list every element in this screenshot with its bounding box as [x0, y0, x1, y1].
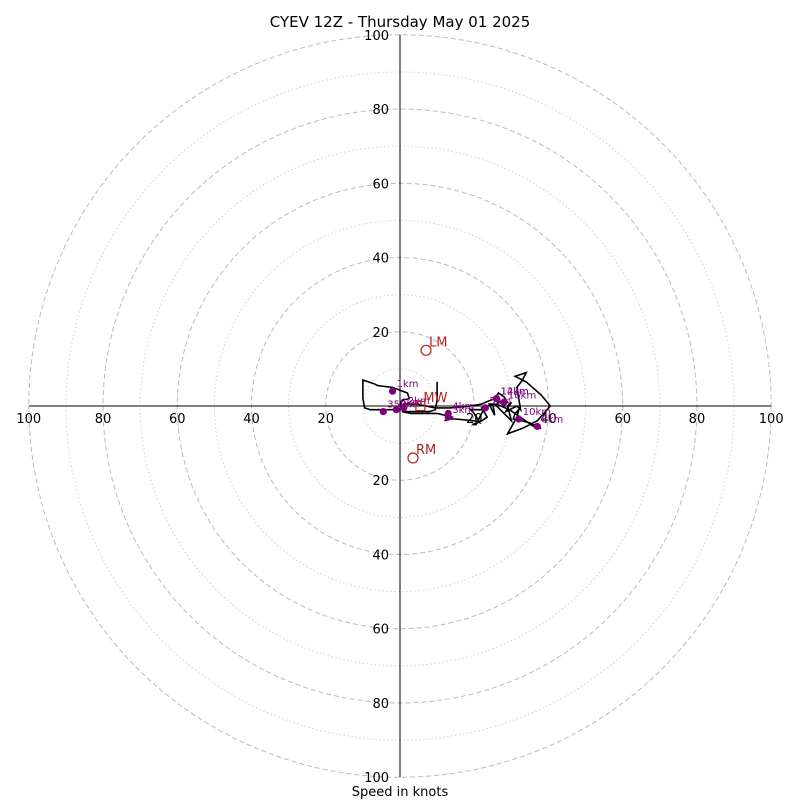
y-tick-label: 80: [372, 697, 389, 712]
height-point-4km: [444, 409, 452, 418]
marker-label-lm: LM: [429, 335, 447, 350]
x-tick-label: 80: [689, 412, 706, 427]
y-tick-label: 100: [364, 29, 389, 44]
x-axis-label: Speed in knots: [352, 785, 449, 800]
axis-tick-labels: 100 100 80 80 60 60 40 40 20 20 20 20 40 40 60 60 80 80 10…: [16, 29, 783, 786]
height-label-12km: 12km: [501, 387, 529, 398]
y-tick-label: 40: [372, 252, 389, 267]
x-tick-label: 20: [466, 412, 483, 427]
height-point-5km: [481, 404, 489, 412]
y-tick-label: 20: [372, 326, 389, 341]
x-tick-label: 100: [759, 412, 784, 427]
marker-rm: [407, 452, 419, 464]
height-label-16km: 16km: [508, 390, 536, 401]
y-tick-label: 100: [364, 771, 389, 786]
marker-lm: [420, 344, 432, 356]
y-tick-label: 80: [372, 103, 389, 118]
height-label-3km: 3km: [452, 405, 474, 416]
x-tick-label: 100: [16, 412, 41, 427]
hodograph-trace: [362, 371, 552, 436]
x-tick-label: 60: [169, 412, 186, 427]
height-label-5km: 5km: [489, 396, 511, 407]
height-point-8km: [533, 422, 541, 431]
marker-mw: [415, 400, 426, 412]
y-tick-label: 60: [372, 623, 389, 638]
chart-axes: [28, 34, 772, 778]
height-label-6km: 6km: [400, 398, 422, 409]
height-point-2km: [400, 404, 408, 412]
wind-profile-line: [362, 371, 552, 436]
y-tick-label: 60: [372, 177, 389, 192]
x-tick-label: 60: [614, 412, 631, 427]
height-point-1km: [388, 387, 397, 395]
height-points: 1km2km3km4km5km6km8km10km12km14km16km35k…: [379, 379, 563, 431]
height-point-35km: [379, 407, 387, 416]
height-point-6km: [392, 406, 400, 414]
storm-motion-markers: LM RM MW: [407, 335, 448, 464]
marker-label-rm: RM: [416, 443, 436, 458]
marker-label-mw: MW: [423, 391, 447, 406]
height-point-14km: [492, 394, 501, 403]
height-label-4km: 4km: [452, 401, 474, 412]
chart-title: CYEV 12Z - Thursday May 01 2025: [270, 13, 531, 31]
height-label-8km: 8km: [541, 414, 563, 425]
height-point-16km: [500, 398, 508, 406]
x-tick-label: 40: [243, 412, 260, 427]
x-tick-label: 80: [95, 412, 112, 427]
height-point-10km: [515, 415, 523, 423]
height-label-1km: 1km: [397, 379, 419, 390]
y-tick-label: 20: [372, 474, 389, 489]
height-label-14km: 14km: [501, 387, 529, 398]
x-tick-label: 20: [317, 412, 334, 427]
x-tick-label: 40: [540, 412, 557, 427]
height-label-10km: 10km: [523, 407, 551, 418]
y-tick-label: 40: [372, 548, 389, 563]
height-label-35km: 35km: [387, 400, 415, 411]
